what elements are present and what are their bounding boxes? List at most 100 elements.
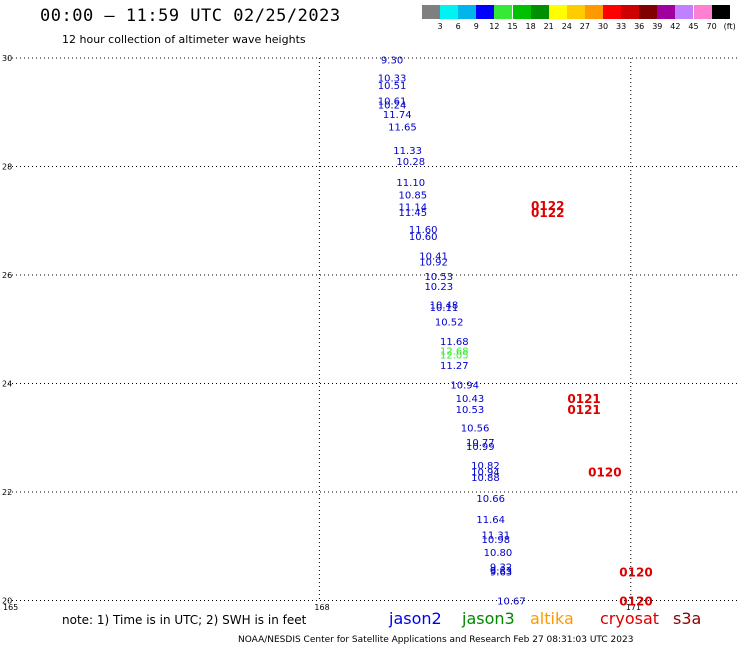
lat-tick-label: 20: [2, 597, 12, 606]
scale-swatch: [458, 5, 477, 19]
pass-label: 0121: [567, 403, 600, 417]
wave-height-value: 9.30: [381, 56, 403, 67]
wave-height-value: 10.24: [378, 101, 407, 112]
lon-tick-label: 171: [626, 603, 641, 612]
wave-height-value: 10.48: [430, 300, 459, 311]
scale-label: 15: [507, 22, 518, 31]
lat-tick-label: 22: [2, 488, 12, 497]
wave-height-value: 10.11: [430, 303, 459, 314]
scale-label: 9: [473, 22, 479, 31]
wave-height-value: 10.66: [476, 494, 505, 505]
scale-swatch: [512, 5, 531, 19]
wave-height-value: 9.32: [490, 562, 512, 573]
scale-swatch: [566, 5, 585, 19]
pass-label: 0120: [588, 465, 621, 479]
wave-height-value: 10.94: [450, 381, 479, 392]
wave-height-value: 11.14: [398, 203, 427, 214]
scale-swatch: [693, 5, 712, 19]
wave-height-value: 12.68: [440, 346, 469, 357]
wave-height-value: 11.45: [398, 208, 427, 219]
wave-height-value: 10.53: [424, 272, 453, 283]
wave-height-value: 10.67: [497, 597, 526, 608]
scale-swatch: [675, 5, 694, 19]
mission-jason3: jason3: [462, 609, 515, 628]
wave-height-value: 10.28: [396, 157, 425, 168]
wave-height-value: 11.64: [476, 515, 505, 526]
wave-height-value: 11.60: [409, 225, 438, 236]
wave-height-value: 10.99: [466, 442, 495, 453]
scale-label: 45: [688, 22, 699, 31]
scale-label: 33: [616, 22, 627, 31]
scale-label: 6: [455, 22, 461, 31]
scale-label: 27: [579, 22, 590, 31]
scale-swatch: [494, 5, 513, 19]
scale-swatch: [639, 5, 658, 19]
wave-height-value: 10.52: [435, 318, 464, 329]
wave-height-value: 10.92: [419, 257, 448, 268]
lon-tick-label: 168: [314, 603, 329, 612]
wave-height-value: 10.77: [466, 438, 495, 449]
lon-tick-label: 165: [3, 603, 18, 612]
lat-tick-label: 30: [2, 54, 12, 63]
footer-note: note: 1) Time is in UTC; 2) SWH is in fe…: [62, 613, 307, 627]
scale-label: 12: [489, 22, 500, 31]
scale-label: 36: [634, 22, 645, 31]
wave-height-value: 10.43: [456, 394, 485, 405]
page-title: 00:00 – 11:59 UTC 02/25/2023: [40, 6, 341, 26]
scale-label: 42: [670, 22, 681, 31]
scale-label: 18: [525, 22, 536, 31]
wave-height-value: 11.65: [388, 122, 417, 133]
wave-height-value: 10.98: [482, 535, 511, 546]
wave-height-value: 10.23: [424, 282, 453, 293]
scale-label: 21: [543, 22, 554, 31]
wave-height-value: 10.82: [471, 461, 500, 472]
wave-height-value: 10.61: [378, 96, 407, 107]
wave-height-value: 11.33: [393, 146, 422, 157]
lat-tick-label: 26: [2, 271, 12, 280]
wave-height-value: 10.80: [484, 548, 513, 559]
scale-swatch: [603, 5, 621, 19]
lat-tick-label: 28: [2, 163, 12, 172]
mission-cryosat: cryosat: [600, 609, 660, 628]
wave-height-value: 10.94: [471, 467, 500, 478]
wave-height-value: 9.63: [490, 568, 512, 579]
wave-height-value: 11.68: [440, 337, 469, 348]
wave-height-value: 11.31: [482, 530, 511, 541]
pass-label: 0120: [619, 595, 652, 609]
wave-height-value: 10.33: [378, 74, 407, 85]
wave-height-value: 10.41: [419, 251, 448, 262]
wave-height-value: 12.05: [440, 351, 469, 362]
wave-height-value: 10.85: [398, 191, 427, 202]
scale-swatch: [476, 5, 495, 19]
scale-label: 24: [561, 22, 572, 31]
scale-swatch: [548, 5, 567, 19]
scale-swatch: [657, 5, 676, 19]
scale-swatch: [621, 5, 640, 19]
wave-height-value: 11.74: [383, 110, 412, 121]
wave-height-value: 9.83: [490, 566, 512, 577]
wave-height-value: 10.53: [456, 405, 485, 416]
scale-swatch: [422, 5, 440, 19]
scale-swatch: [711, 5, 730, 19]
scale-label: 30: [597, 22, 609, 31]
wave-height-value: 11.27: [440, 361, 469, 372]
scale-label: 70: [706, 22, 717, 31]
mission-s3a: s3a: [673, 609, 702, 628]
wave-height-value: 11.10: [396, 178, 425, 189]
lat-tick-label: 24: [2, 380, 12, 389]
pass-label: 0121: [567, 392, 600, 406]
scale-swatch: [584, 5, 603, 19]
wave-height-value: 10.56: [461, 423, 490, 434]
scale-label: 39: [652, 22, 663, 31]
pass-label: 0120: [619, 566, 652, 580]
scale-swatch: [530, 5, 549, 19]
page-subtitle: 12 hour collection of altimeter wave hei…: [62, 33, 306, 46]
wave-height-value: 10.60: [409, 232, 438, 243]
wave-height-value: 10.88: [471, 473, 500, 484]
mission-jason2: jason2: [389, 609, 442, 628]
pass-label: 0122: [531, 206, 564, 220]
scale-label: 3: [437, 22, 443, 31]
mission-altika: altika: [530, 609, 574, 628]
wave-height-value: 10.51: [378, 81, 407, 92]
